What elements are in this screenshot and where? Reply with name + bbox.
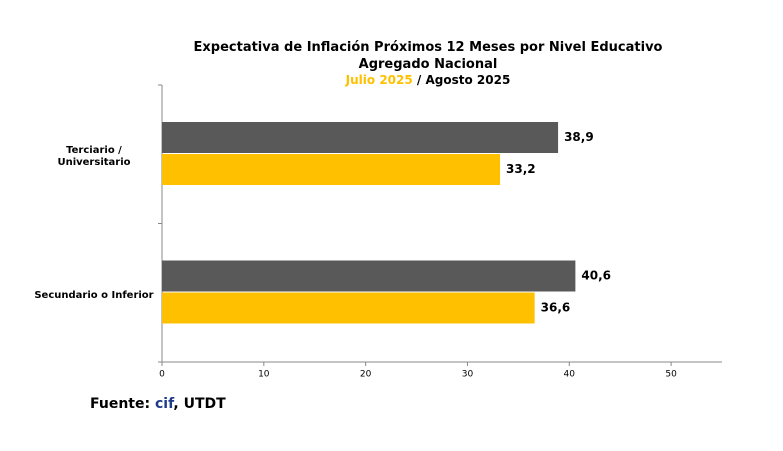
y-tick-label: Secundario o Inferior: [34, 289, 154, 301]
x-tick-label: 20: [360, 370, 372, 380]
x-tick-label: 10: [258, 370, 270, 380]
source-name: cif: [154, 396, 174, 412]
source-name: , UTDT: [173, 396, 226, 412]
bar: [162, 292, 535, 324]
bar: [162, 122, 559, 153]
legend-entry: Julio 2025: [345, 73, 413, 87]
bar: [162, 260, 576, 292]
source: Fuente: cif, UTDT: [90, 396, 226, 412]
legend-separator: /: [416, 73, 422, 87]
value-label: 38,9: [564, 130, 594, 144]
value-label: 40,6: [581, 269, 611, 283]
chart-title: Expectativa de Inflación Próximos 12 Mes…: [193, 40, 663, 55]
bar: [162, 154, 501, 185]
x-tick-label: 50: [665, 370, 677, 380]
chart-subtitle: Agregado Nacional: [358, 57, 498, 72]
legend-entry: Agosto 2025: [425, 73, 511, 87]
legend: Julio 2025 / Agosto 2025: [0, 73, 783, 87]
x-tick-label: 30: [462, 370, 474, 380]
value-label: 36,6: [541, 301, 571, 315]
value-label: 33,2: [506, 162, 536, 176]
x-tick-label: 0: [159, 370, 165, 380]
source-label: Fuente:: [90, 396, 151, 412]
x-tick-label: 40: [564, 370, 576, 380]
y-tick-label: Terciario / Universitario: [57, 145, 131, 169]
